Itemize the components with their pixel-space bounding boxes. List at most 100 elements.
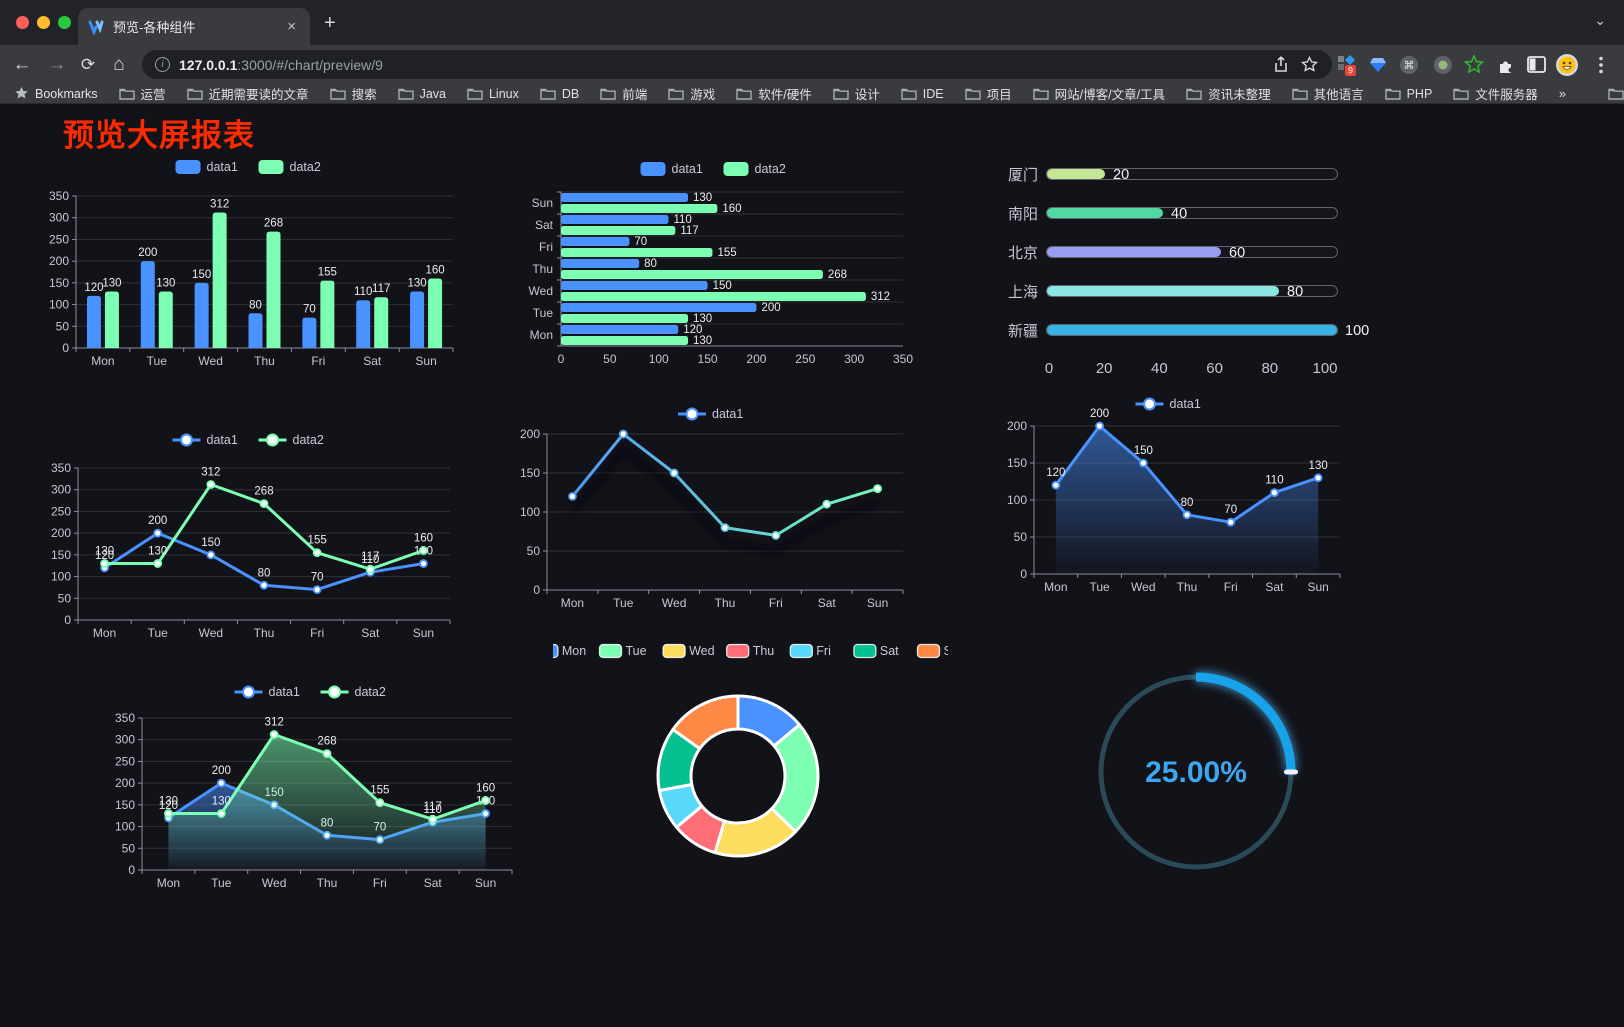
- extensions-puzzle-icon[interactable]: [1493, 45, 1519, 84]
- data-point: [312, 585, 322, 595]
- bookmark-folder[interactable]: 项目: [964, 84, 1012, 103]
- legend-item-Tue[interactable]: Tue: [598, 643, 647, 659]
- extension-recorder-icon[interactable]: [1430, 45, 1456, 84]
- bookmark-folder[interactable]: IDE: [901, 87, 944, 101]
- legend-item-Thu[interactable]: Thu: [726, 643, 775, 659]
- legend-item-data2[interactable]: data2: [258, 433, 324, 447]
- profile-avatar-emoji[interactable]: [1554, 45, 1580, 84]
- legend-item-data1[interactable]: data1: [175, 160, 238, 174]
- home-icon[interactable]: ⌂: [113, 53, 125, 75]
- data-point: [206, 480, 216, 489]
- folder-icon: [668, 88, 684, 100]
- data-point: [259, 580, 269, 590]
- bookmark-folder[interactable]: 近期需要读的文章: [186, 84, 309, 103]
- progress-fill: [1047, 169, 1105, 179]
- gradient-line-chart[interactable]: data1 0 50 100 150 200 Mon Tue Wed Thu Fri Sat Sun: [503, 398, 923, 610]
- area-chart-double[interactable]: data1 data2 0 50 100 150 200 250 300 350 Mon Tue Wed…: [100, 676, 525, 890]
- bookmark-folder[interactable]: 文件服务器: [1453, 84, 1538, 103]
- address-bar[interactable]: i 127.0.0.1:3000/#/chart/preview/9: [142, 50, 1332, 79]
- bookmarks-manager-item[interactable]: Bookmarks: [14, 86, 98, 101]
- window-zoom-button[interactable]: [58, 16, 71, 29]
- bar-chart[interactable]: data1 data2 0 50 100 150 200 250 300 350 Mon Tue Wed…: [38, 148, 463, 368]
- progress-bars-chart[interactable]: 厦门 20 南阳 40 北京 60 上海 80 新疆 100 0 20 40 60 80 100: [1000, 150, 1375, 390]
- other-bookmarks-folder[interactable]: 其他书签: [1608, 84, 1624, 103]
- bar-segment: [320, 280, 335, 348]
- tab-search-caret-icon[interactable]: ⌄: [1594, 12, 1606, 28]
- svg-text:Sun: Sun: [867, 596, 888, 610]
- share-icon[interactable]: [1273, 56, 1289, 73]
- legend-item-data1[interactable]: data1: [234, 685, 300, 699]
- legend-item-data1[interactable]: data1: [678, 407, 743, 421]
- sidepanel-icon[interactable]: [1523, 45, 1549, 84]
- browser-tab[interactable]: 预览-各种组件 ×: [78, 8, 310, 45]
- svg-text:Sat: Sat: [880, 644, 899, 658]
- data-point: [1051, 480, 1061, 490]
- svg-text:200: 200: [1007, 419, 1027, 433]
- bookmark-folder[interactable]: DB: [540, 87, 579, 101]
- horizontal-bar-chart[interactable]: data1 data2 0 50 100 150 200 250 300 350 Mon 120 130…: [503, 150, 928, 366]
- extension-tampermonkey-icon[interactable]: 9: [1334, 45, 1360, 84]
- bookmark-folder[interactable]: 资讯未整理: [1186, 84, 1271, 103]
- bar-segment: [561, 204, 718, 213]
- tab-title: 预览-各种组件: [113, 20, 196, 35]
- bookmark-folder[interactable]: 软件/硬件: [736, 84, 812, 103]
- legend-item-data1[interactable]: data1: [172, 433, 238, 447]
- window-close-button[interactable]: [16, 16, 29, 29]
- legend-item-data2[interactable]: data2: [320, 685, 386, 699]
- legend-item-Sat[interactable]: Sat: [853, 643, 899, 659]
- svg-text:130: 130: [156, 278, 175, 290]
- legend-item-data2[interactable]: data2: [723, 162, 786, 176]
- folder-icon: [964, 88, 981, 100]
- svg-text:data1: data1: [269, 685, 300, 699]
- svg-text:268: 268: [317, 736, 336, 748]
- bar-segment: [561, 226, 676, 235]
- new-tab-button[interactable]: +: [324, 12, 336, 34]
- data-point: [669, 468, 679, 478]
- svg-text:Fri: Fri: [1224, 580, 1238, 594]
- bookmark-folder[interactable]: 前端: [600, 84, 647, 103]
- legend-item-Sun[interactable]: Sun: [916, 643, 966, 659]
- donut-pie-chart[interactable]: Mon Tue Wed Thu Fri Sat Sun: [535, 636, 966, 884]
- bookmark-folder[interactable]: Linux: [467, 87, 519, 101]
- bookmark-folder[interactable]: 其他语言: [1291, 84, 1364, 103]
- pie-slice-Sun[interactable]: [671, 694, 740, 751]
- svg-text:150: 150: [49, 276, 69, 290]
- forward-icon[interactable]: →: [47, 53, 67, 75]
- legend-item-data1[interactable]: data1: [1135, 397, 1201, 411]
- bar-segment: [86, 295, 101, 348]
- bookmark-folder[interactable]: 网站/博客/文章/工具: [1032, 84, 1165, 103]
- legend-item-Mon[interactable]: Mon: [535, 643, 586, 659]
- progress-row-南阳: 南阳 40: [1000, 205, 1375, 223]
- bookmark-folder[interactable]: PHP: [1384, 87, 1432, 101]
- svg-text:0: 0: [558, 352, 565, 365]
- axis-tick-label: 80: [1261, 360, 1279, 377]
- tab-close-icon[interactable]: ×: [287, 18, 296, 35]
- gauge-chart[interactable]: 25.00%: [1076, 652, 1316, 892]
- bookmark-folder[interactable]: 搜索: [329, 84, 377, 103]
- site-info-icon[interactable]: i: [155, 57, 170, 72]
- bookmark-folder[interactable]: 运营: [118, 84, 166, 103]
- bookmarks-overflow-chevron[interactable]: »: [1558, 86, 1567, 101]
- svg-text:Thu: Thu: [715, 596, 736, 610]
- progress-fill: [1047, 286, 1279, 296]
- legend-item-Wed[interactable]: Wed: [662, 643, 715, 659]
- extension-gem-icon[interactable]: [1365, 45, 1391, 84]
- star-filled-icon: [15, 87, 28, 99]
- browser-menu-icon[interactable]: [1588, 45, 1614, 84]
- legend-item-Fri[interactable]: Fri: [789, 643, 831, 659]
- reload-icon[interactable]: ⟳: [80, 54, 96, 74]
- svg-text:Fri: Fri: [816, 644, 831, 658]
- svg-text:250: 250: [115, 754, 135, 768]
- legend-item-data1[interactable]: data1: [640, 162, 703, 176]
- area-chart-single[interactable]: data1 0 50 100 150 200 Mon Tue Wed Thu Fri Sat Sun 12…: [988, 388, 1353, 598]
- window-minimize-button[interactable]: [37, 16, 50, 29]
- extension-star-icon[interactable]: [1461, 45, 1487, 84]
- bookmark-star-icon[interactable]: [1301, 56, 1318, 73]
- bookmark-folder[interactable]: 设计: [833, 84, 880, 103]
- legend-item-data2[interactable]: data2: [258, 160, 321, 174]
- line-chart[interactable]: data1 data2 0 50 100 150 200 250 300 350 Mon Tue Wed…: [38, 424, 463, 640]
- extension-command-icon[interactable]: ⌘: [1396, 45, 1422, 84]
- bookmark-folder[interactable]: 游戏: [668, 84, 715, 103]
- back-icon[interactable]: ←: [12, 53, 32, 75]
- bookmark-folder[interactable]: Java: [397, 87, 446, 101]
